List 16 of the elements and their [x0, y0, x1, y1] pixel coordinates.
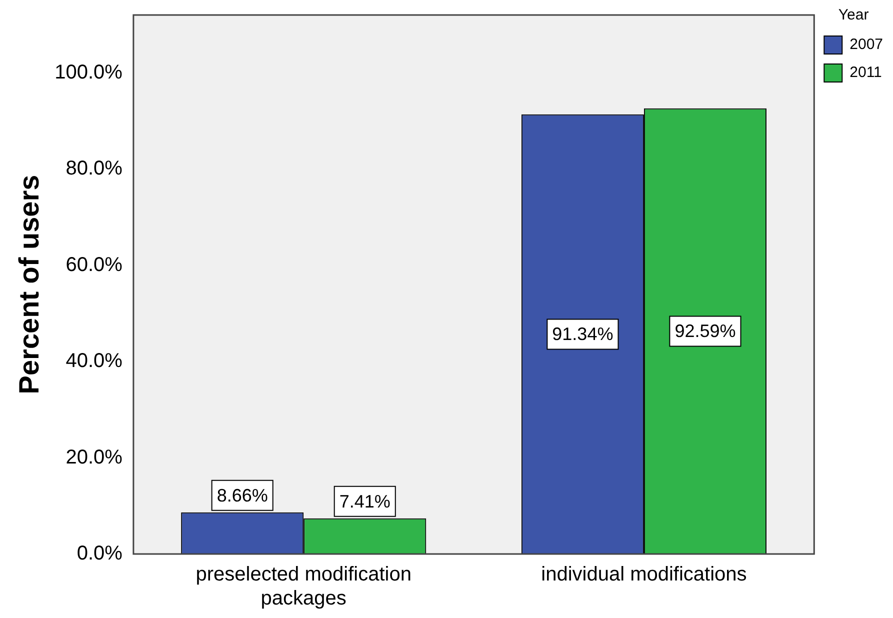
data-label: 7.41%: [339, 491, 390, 512]
legend-label: 2007: [850, 36, 884, 54]
data-label: 8.66%: [216, 485, 268, 506]
y-tick-label: 100.0%: [54, 61, 123, 84]
y-tick-label: 80.0%: [66, 158, 123, 180]
legend-title: Year: [838, 6, 869, 24]
y-tick-label: 60.0%: [66, 254, 123, 276]
x-tick-label: preselected modification packages: [196, 564, 412, 610]
x-tick-label: individual modifications: [541, 564, 747, 586]
data-label: 91.34%: [552, 324, 614, 344]
y-tick-label: 20.0%: [66, 446, 123, 468]
y-axis-title: Percent of users: [14, 174, 45, 394]
y-tick-label: 40.0%: [66, 350, 123, 372]
y-tick-label: 0.0%: [76, 542, 123, 565]
legend-label: 2011: [850, 64, 882, 82]
data-label: 92.59%: [674, 321, 736, 342]
